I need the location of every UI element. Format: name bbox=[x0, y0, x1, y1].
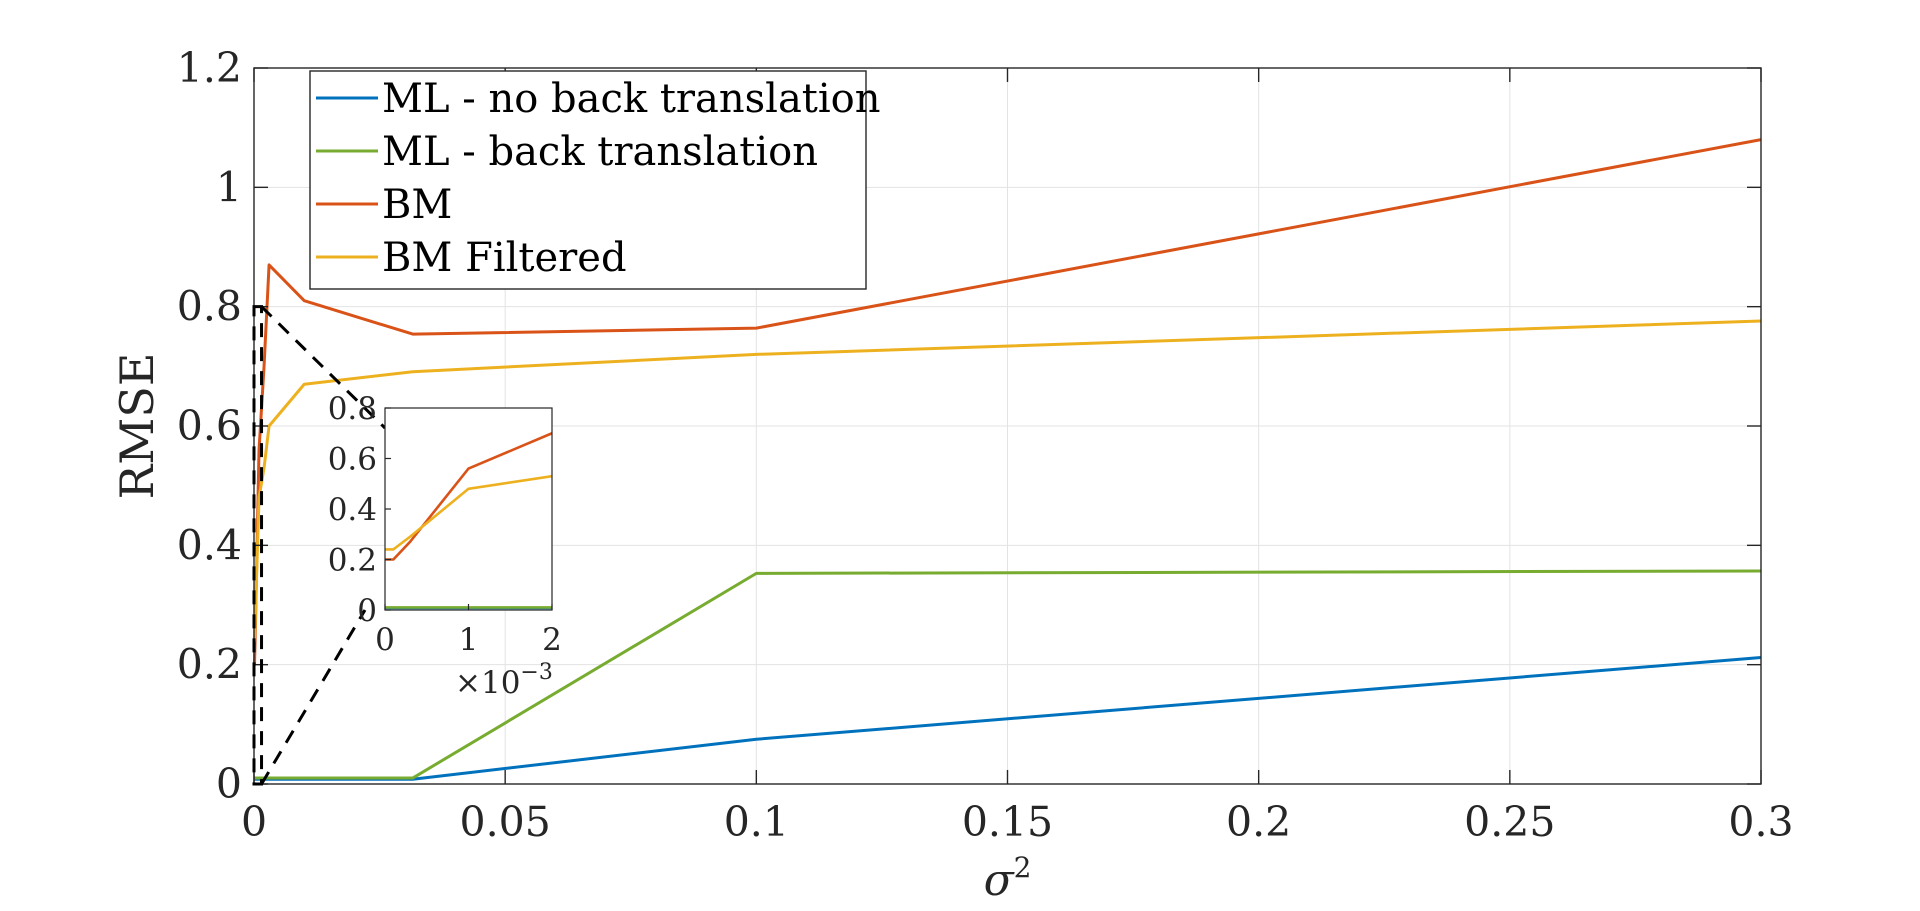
zoom-indicator bbox=[252, 305, 387, 786]
x-axis-title: σ2 bbox=[984, 851, 1032, 906]
y-tick-label: 1.2 bbox=[177, 44, 242, 92]
inset-y-tick-label: 0.4 bbox=[328, 492, 377, 528]
inset-x-multiplier-exponent: −3 bbox=[520, 660, 552, 685]
inset-y-tick-label: 0.2 bbox=[328, 543, 377, 579]
inset-y-tick-label: 0.8 bbox=[328, 391, 377, 427]
zoom-connector-top bbox=[260, 305, 387, 430]
y-tick-label: 0.6 bbox=[177, 402, 242, 450]
inset-x-multiplier: ×10−3 bbox=[455, 660, 553, 701]
legend-label-bm-filtered: BM Filtered bbox=[382, 235, 627, 281]
legend-label-ml-no-back-translation: ML - no back translation bbox=[382, 76, 881, 122]
y-tick-label: 0.2 bbox=[177, 641, 242, 689]
y-axis-title: RMSE bbox=[110, 353, 164, 500]
zoom-connector-bottom bbox=[260, 609, 367, 785]
inset-y-tick-label: 0.6 bbox=[328, 442, 377, 478]
inset-y-tick-label: 0 bbox=[357, 593, 377, 629]
y-tick-label: 0.4 bbox=[177, 521, 242, 569]
x-tick-label: 0.15 bbox=[962, 798, 1053, 846]
inset-x-tick-label: 0 bbox=[375, 622, 395, 658]
x-tick-label: 0.25 bbox=[1464, 798, 1555, 846]
y-tick-label: 0 bbox=[216, 760, 242, 808]
inset-x-tick-label: 1 bbox=[459, 622, 479, 658]
x-axis-title-exponent: 2 bbox=[1014, 851, 1032, 884]
legend-box bbox=[309, 70, 867, 290]
x-tick-label: 0.05 bbox=[460, 798, 551, 846]
legend-label-ml-back-translation: ML - back translation bbox=[382, 129, 818, 175]
y-tick-label: 1 bbox=[216, 163, 242, 211]
x-tick-label: 0.2 bbox=[1226, 798, 1291, 846]
inset-x-tick-label: 2 bbox=[542, 622, 562, 658]
x-tick-label: 0.3 bbox=[1728, 798, 1793, 846]
zoom-region-box bbox=[252, 305, 264, 786]
x-tick-label: 0.1 bbox=[724, 798, 789, 846]
y-tick-label: 0.8 bbox=[177, 283, 242, 331]
inset-series-line-bm-filtered bbox=[385, 474, 553, 551]
x-tick-label: 0 bbox=[241, 798, 267, 846]
inset-plot-area bbox=[385, 408, 552, 610]
legend: ML - no back translation ML - back transl… bbox=[309, 70, 881, 290]
legend-label-bm: BM bbox=[382, 182, 452, 228]
inset-plot: 0 1 2 0 0.2 0.4 0.6 0.8 ×10−3 bbox=[328, 391, 562, 701]
